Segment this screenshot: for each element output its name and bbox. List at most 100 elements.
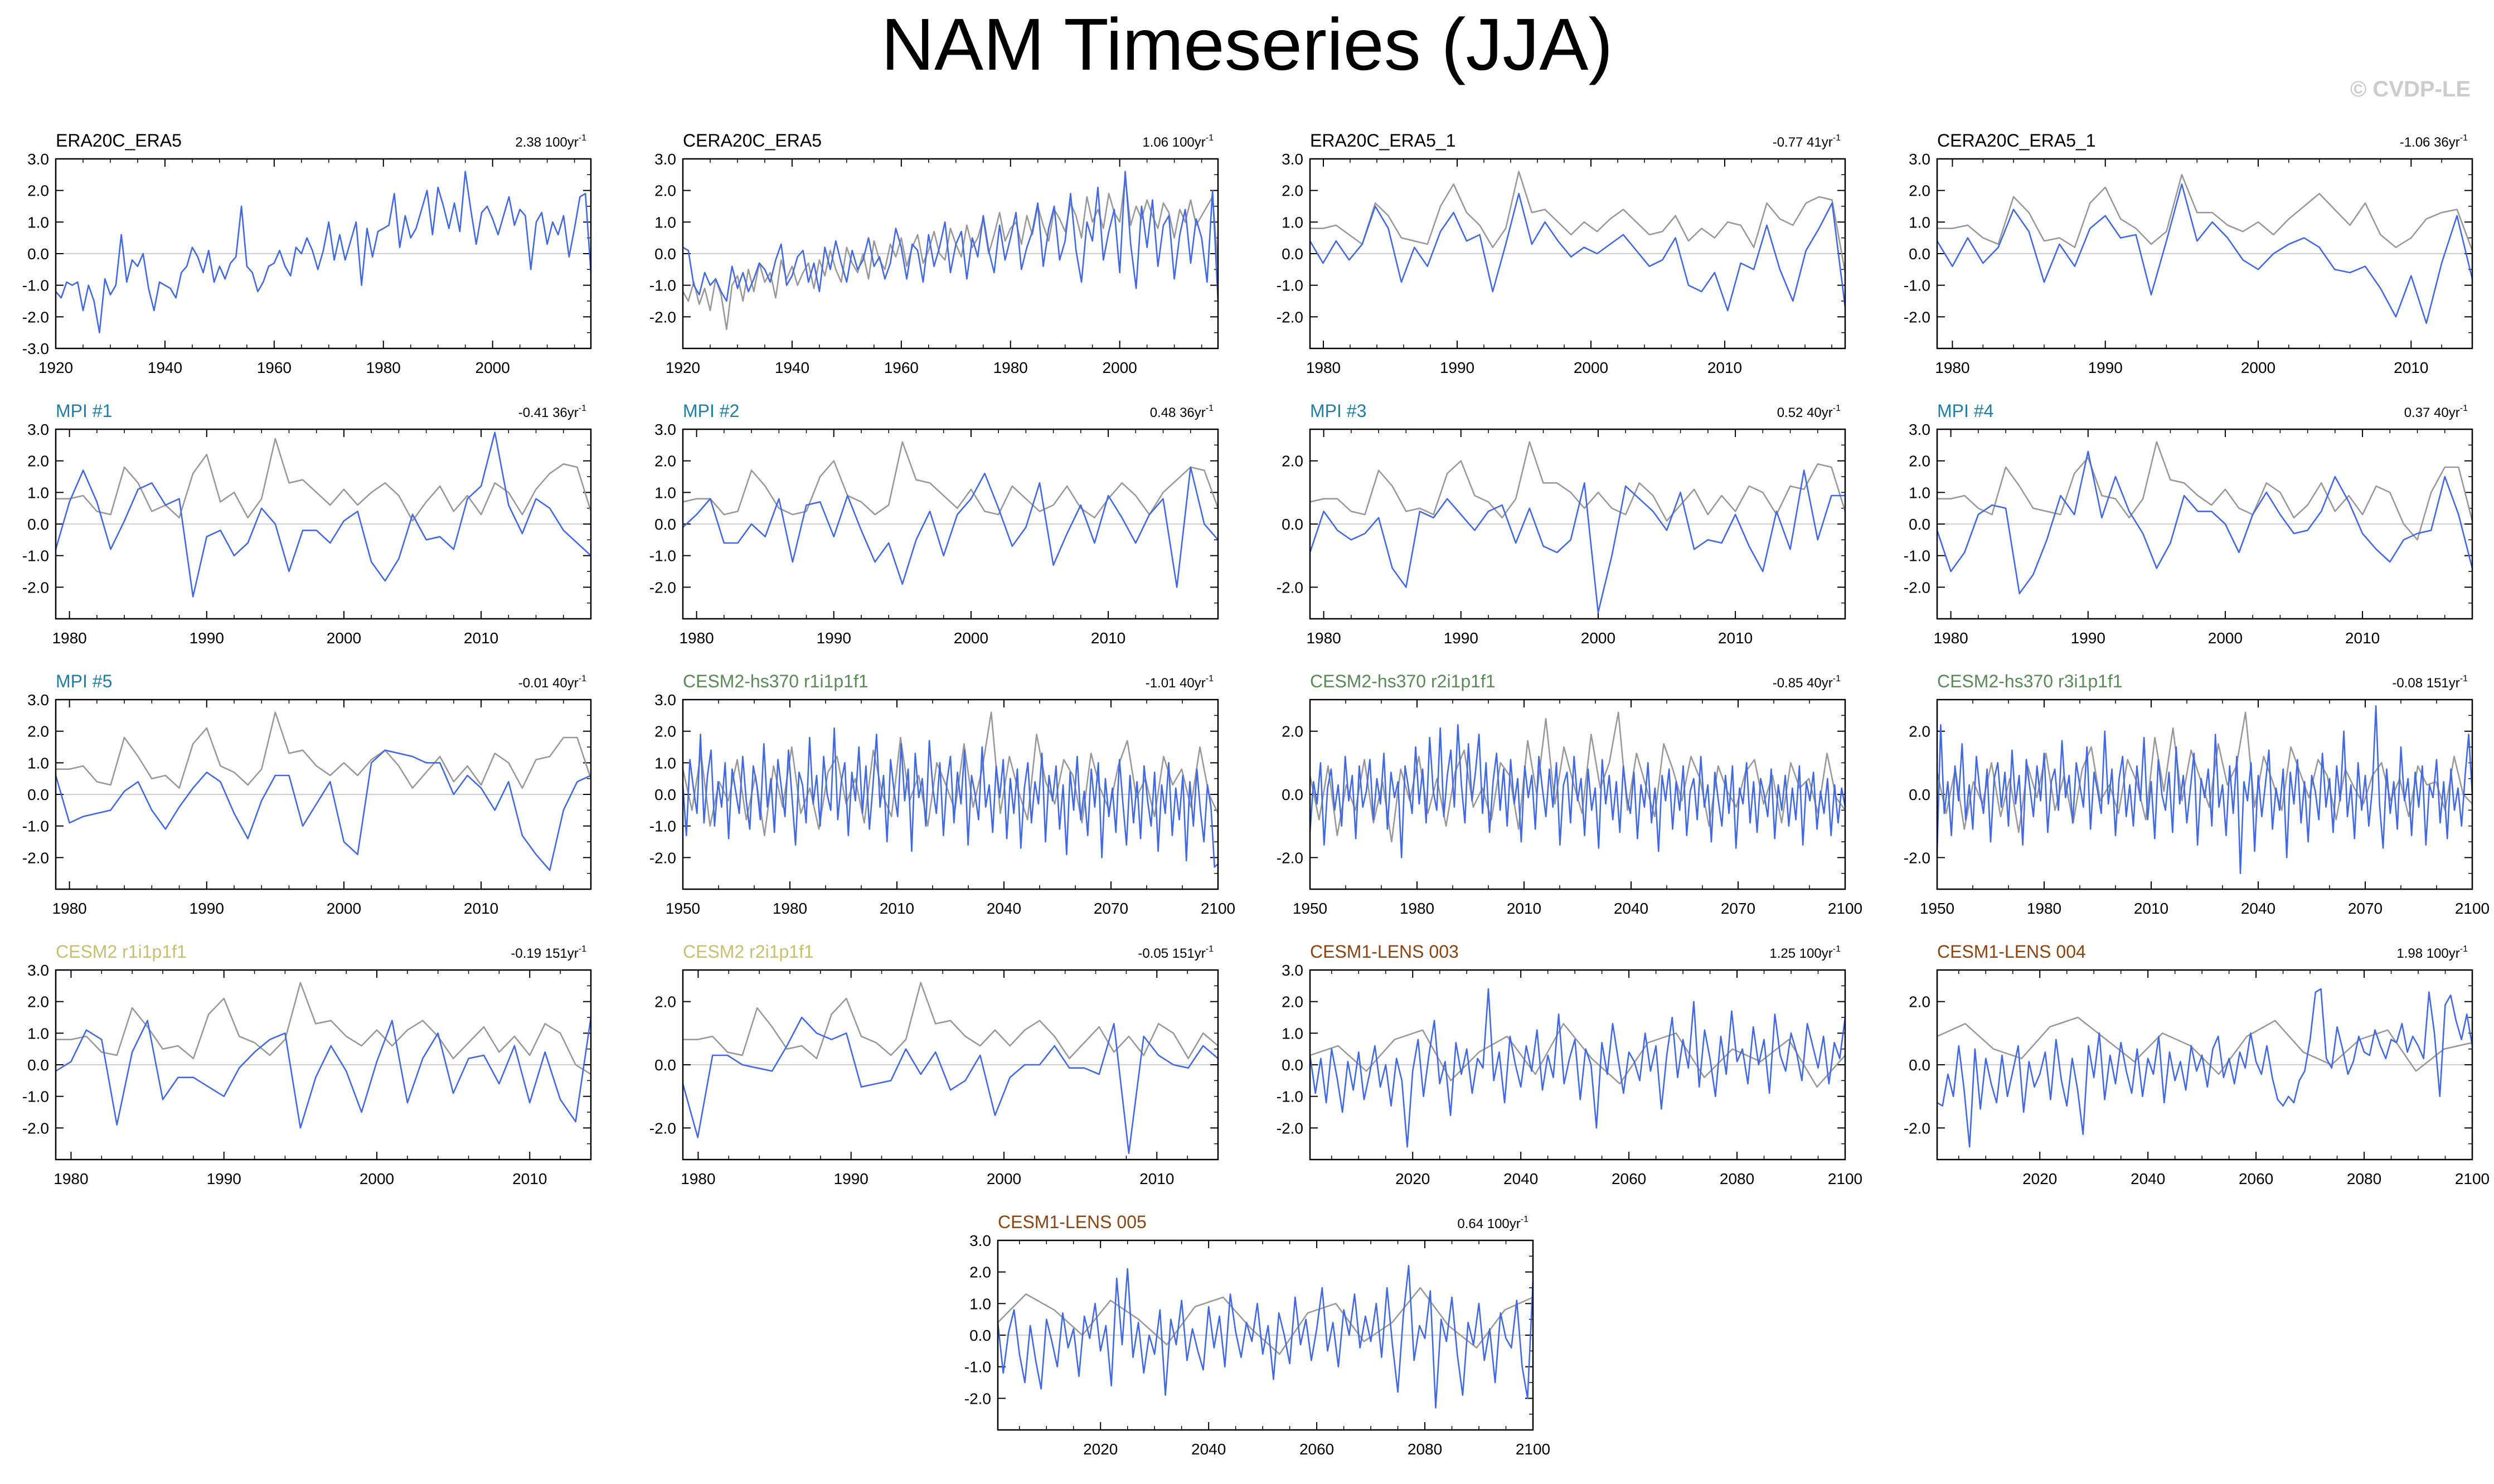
y-tick-label: 0.0 [654, 1056, 676, 1074]
plot-frame [682, 699, 1219, 890]
panel-title: CESM2-hs370 r3i1p1f1 [1937, 671, 2123, 691]
x-tick-label: 2000 [2241, 359, 2275, 376]
trend-label: 0.64 100yr-1 [1457, 1215, 1529, 1231]
panel-title: ERA20C_ERA5_1 [1310, 130, 1455, 151]
panel-title: CESM2 r2i1p1f1 [683, 942, 814, 962]
x-tick-label: 1980 [52, 900, 86, 917]
y-tick-label: 0.0 [1909, 245, 1930, 263]
trend-label: -0.85 40yr-1 [1773, 674, 1841, 691]
model-series-line [1309, 469, 1845, 613]
x-tick-label: 2000 [1581, 629, 1615, 647]
trend-text: 1.98 100yr [2396, 946, 2459, 961]
y-tick-label: -2.0 [964, 1390, 991, 1407]
y-tick-label: 2.0 [27, 723, 49, 740]
y-tick-label: 0.0 [1282, 786, 1303, 803]
x-tick-label: 2010 [464, 629, 498, 647]
observed-series-line [1310, 171, 1846, 273]
y-tick-label: 0.0 [1909, 1056, 1930, 1074]
trend-text: 2.38 100yr [515, 135, 578, 150]
model-series-line [1309, 988, 1846, 1148]
y-tick-label: -1.0 [1904, 547, 1930, 565]
trend-text: 0.64 100yr [1457, 1216, 1520, 1231]
y-tick-label: 1.0 [27, 754, 49, 772]
y-tick-label: -1.0 [964, 1359, 991, 1376]
y-tick-label: -1.0 [22, 1088, 49, 1105]
panel-title: CERA20C_ERA5 [683, 130, 822, 151]
y-tick-label: -2.0 [22, 849, 49, 866]
y-tick-label: -1.0 [1277, 1088, 1303, 1105]
observed-series-line [682, 177, 1219, 331]
panel-title: CERA20C_ERA5_1 [1937, 130, 2096, 151]
y-tick-label: 0.0 [27, 786, 49, 803]
trend-text: 0.52 40yr [1777, 405, 1833, 420]
x-tick-label: 2010 [1507, 900, 1541, 917]
y-tick-label: 1.0 [27, 1025, 49, 1042]
y-tick-label: -2.0 [1277, 849, 1303, 866]
y-tick-label: 1.0 [27, 214, 49, 231]
x-tick-label: 2010 [2394, 359, 2428, 376]
model-series-line [682, 466, 1219, 588]
x-tick-label: 1920 [38, 359, 73, 376]
x-tick-label: 1960 [257, 359, 292, 376]
x-tick-label: 1980 [1935, 359, 1969, 376]
plot-frame [1936, 158, 2473, 350]
x-tick-label: 1940 [148, 359, 182, 376]
model-series-line [682, 1016, 1219, 1154]
panel-title: MPI #5 [56, 671, 112, 691]
x-tick-label: 1990 [817, 629, 851, 647]
model-series-line [55, 1017, 592, 1129]
panel-title: CESM2-hs370 r2i1p1f1 [1310, 671, 1496, 691]
y-tick-label: 0.0 [654, 786, 676, 803]
trend-text: 1.06 100yr [1142, 135, 1205, 150]
x-tick-label: 2060 [1299, 1441, 1334, 1458]
x-tick-label: 2100 [1201, 900, 1235, 917]
x-tick-label: 1990 [207, 1170, 241, 1187]
trend-exponent: -1 [579, 944, 586, 954]
y-tick-label: 3.0 [27, 691, 49, 709]
y-tick-label: 0.0 [654, 245, 676, 263]
observed-series-line [1937, 441, 2473, 541]
y-tick-label: -1.0 [649, 547, 676, 565]
y-tick-label: 0.0 [1909, 516, 1930, 533]
y-tick-label: -2.0 [1904, 308, 1930, 326]
chart-panel-7: MPI #3 0.52 40yr-1 2.0 0.0 -2.0 1980 1990 2000 2… [1277, 401, 1846, 647]
chart-panel-14: CESM2 r2i1p1f1 -0.05 151yr-1 2.0 0.0 -2.0 198… [649, 942, 1219, 1187]
y-tick-label: 3.0 [27, 421, 49, 438]
chart-panel-15: CESM1-LENS 003 1.25 100yr-1 3.0 2.0 1.0 0.0 -1… [1277, 942, 1862, 1187]
trend-exponent: -1 [579, 133, 586, 143]
trend-exponent: -1 [1206, 674, 1214, 683]
trend-exponent: -1 [1833, 404, 1841, 413]
x-tick-label: 2020 [2022, 1170, 2057, 1187]
chart-panel-8: MPI #4 0.37 40yr-1 3.0 2.0 1.0 0.0 -1.0 -2.0 198… [1904, 401, 2473, 647]
observed-series-line [1309, 441, 1846, 522]
x-tick-label: 2100 [1828, 900, 1862, 917]
x-tick-label: 2010 [1707, 359, 1742, 376]
model-series-line [682, 727, 1219, 868]
trend-exponent: -1 [1206, 944, 1214, 954]
x-tick-label: 2000 [1574, 359, 1608, 376]
trend-label: -0.41 36yr-1 [518, 404, 586, 420]
chart-panel-1: ERA20C_ERA5 2.38 100yr-1 3.0 2.0 1.0 0.0 -1.0 -… [22, 130, 592, 376]
observed-series-line [682, 711, 1219, 836]
x-tick-label: 2000 [987, 1170, 1021, 1187]
y-tick-label: 1.0 [654, 214, 676, 231]
y-tick-label: -2.0 [649, 849, 676, 866]
y-tick-label: 2.0 [1909, 723, 1930, 740]
observed-series-line [1937, 1016, 2473, 1075]
chart-panel-16: CESM1-LENS 004 1.98 100yr-1 2.0 0.0 -2.0 2020… [1904, 942, 2490, 1187]
panel-title: MPI #4 [1937, 401, 1993, 421]
y-tick-label: -2.0 [1277, 1119, 1303, 1137]
trend-text: -0.85 40yr [1773, 676, 1833, 691]
y-tick-label: 1.0 [654, 484, 676, 501]
model-series-line [1309, 724, 1846, 859]
x-tick-label: 2040 [1503, 1170, 1538, 1187]
trend-label: -0.05 151yr-1 [1138, 944, 1214, 961]
y-tick-label: 2.0 [1909, 993, 1930, 1011]
trend-label: 0.48 36yr-1 [1150, 404, 1214, 420]
x-tick-label: 2100 [2455, 1170, 2490, 1187]
x-tick-label: 2060 [1612, 1170, 1646, 1187]
y-tick-label: 3.0 [1909, 421, 1930, 438]
chart-panel-13: CESM2 r1i1p1f1 -0.19 151yr-1 3.0 2.0 1.0 0.0 -… [22, 942, 592, 1187]
observed-series-line [1309, 1023, 1846, 1088]
x-tick-label: 1990 [2088, 359, 2123, 376]
